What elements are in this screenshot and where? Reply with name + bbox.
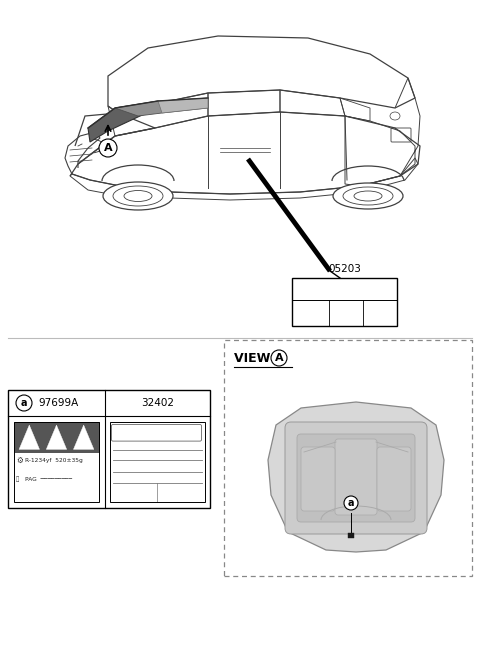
FancyBboxPatch shape	[297, 434, 415, 522]
Text: VIEW: VIEW	[234, 352, 275, 365]
Polygon shape	[115, 98, 208, 116]
Polygon shape	[73, 425, 94, 449]
Text: ⚙: ⚙	[16, 456, 23, 465]
Ellipse shape	[103, 182, 173, 210]
Circle shape	[16, 395, 32, 411]
FancyBboxPatch shape	[14, 422, 99, 453]
FancyBboxPatch shape	[301, 447, 335, 511]
Polygon shape	[268, 402, 444, 552]
Text: 32402: 32402	[141, 398, 174, 408]
Polygon shape	[46, 425, 67, 449]
FancyBboxPatch shape	[224, 340, 472, 576]
Text: 05203: 05203	[328, 264, 361, 274]
Text: 🔧: 🔧	[16, 477, 19, 482]
FancyBboxPatch shape	[348, 533, 354, 538]
FancyBboxPatch shape	[111, 424, 202, 441]
FancyBboxPatch shape	[292, 278, 397, 326]
FancyBboxPatch shape	[335, 439, 377, 515]
Text: a: a	[21, 398, 27, 408]
Polygon shape	[88, 101, 165, 142]
Ellipse shape	[333, 183, 403, 209]
Polygon shape	[19, 425, 39, 449]
Text: a: a	[348, 498, 354, 508]
Circle shape	[99, 139, 117, 157]
Text: A: A	[104, 143, 112, 153]
FancyBboxPatch shape	[377, 447, 411, 511]
Text: A: A	[275, 353, 283, 363]
Circle shape	[271, 350, 287, 366]
Text: R-1234yf  520±35g: R-1234yf 520±35g	[25, 458, 83, 463]
Circle shape	[344, 496, 358, 510]
Text: 97699A: 97699A	[38, 398, 79, 408]
Text: PAG  ─────────: PAG ─────────	[25, 477, 72, 482]
Polygon shape	[158, 98, 208, 113]
FancyBboxPatch shape	[285, 422, 427, 534]
FancyBboxPatch shape	[8, 390, 210, 508]
